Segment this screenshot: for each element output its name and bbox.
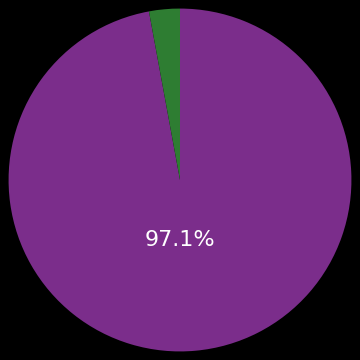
Wedge shape [9,9,351,351]
Wedge shape [149,9,180,180]
Text: 97.1%: 97.1% [145,230,215,250]
